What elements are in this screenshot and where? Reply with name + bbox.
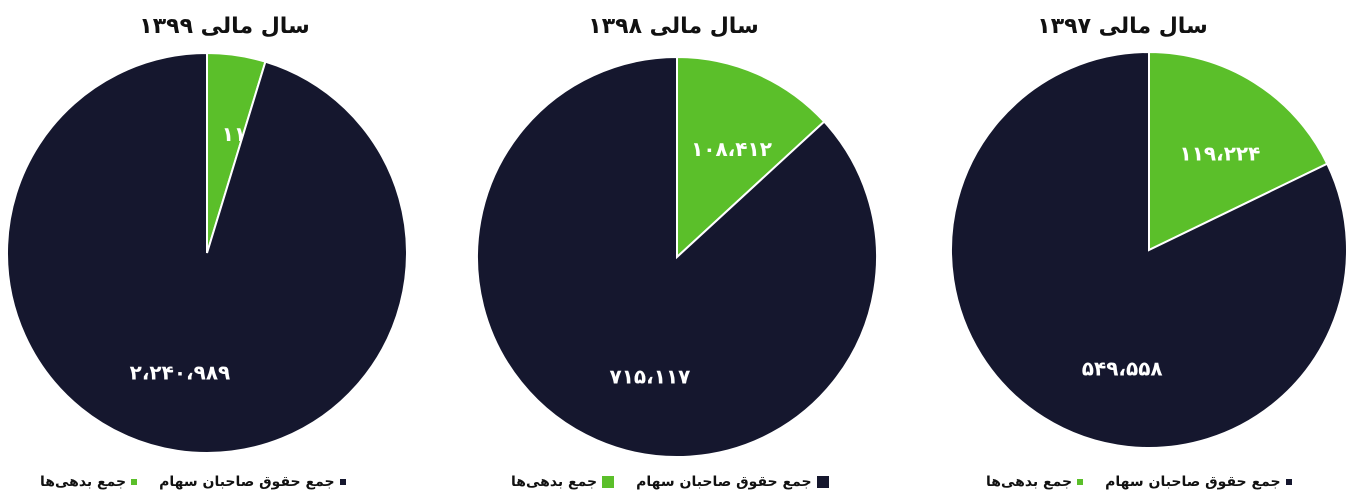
slice-label-equity: ۵۴۹،۵۵۸ [1082, 356, 1163, 380]
legend-item-debt: جمع بدهی‌ها [511, 470, 615, 494]
legend-swatch-debt [602, 476, 615, 488]
slice-label-equity: ۷۱۵،۱۱۷ [610, 365, 691, 389]
pie-chart-1398: سال مالی ۱۳۹۸ ۱۰۸،۴۱۲ ۷۱۵،۱۱۷ جمع حقوق صا… [449, 0, 898, 502]
chart-legend: جمع حقوق صاحبان سهام جمع بدهی‌ها [986, 470, 1292, 494]
slice-label-debt: ۱۰۸،۴۱۲ [691, 137, 772, 161]
chart-title: سال مالی ۱۳۹۸ [588, 14, 759, 39]
legend-swatch-equity [339, 479, 346, 485]
legend-label-debt: جمع بدهی‌ها [40, 474, 127, 490]
legend-item-debt: جمع بدهی‌ها [986, 470, 1084, 494]
pie-slice-equity [950, 50, 1347, 449]
chart-title: سال مالی ۱۳۹۹ [139, 14, 310, 39]
pie-svg: ۱۱۹،۲۲۴ ۵۴۹،۵۵۸ [950, 50, 1347, 449]
chart-legend: جمع حقوق صاحبان سهام جمع بدهی‌ها [511, 470, 829, 494]
legend-swatch-debt [1077, 479, 1084, 485]
legend-item-equity: جمع حقوق صاحبان سهام [1105, 470, 1292, 494]
chart-title: سال مالی ۱۳۹۷ [1037, 14, 1208, 39]
pie-svg: ۱۱۰،۹۱۹۲،۲۴۰،۹۸۹ [6, 51, 408, 454]
pie-slice-equity [476, 55, 878, 458]
pie-chart-1397: سال مالی ۱۳۹۷ ۱۱۹،۲۲۴ ۵۴۹،۵۵۸ جمع حقوق صا… [898, 0, 1347, 502]
legend-label-equity: جمع حقوق صاحبان سهام [159, 474, 335, 490]
slice-label-equity: ۲،۲۴۰،۹۸۹ [130, 361, 231, 385]
legend-label-equity: جمع حقوق صاحبان سهام [1105, 474, 1281, 490]
legend-item-debt: جمع بدهی‌ها [40, 470, 138, 494]
legend-swatch-equity [1285, 479, 1292, 485]
legend-label-debt: جمع بدهی‌ها [986, 474, 1073, 490]
pie-svg: ۱۰۸،۴۱۲ ۷۱۵،۱۱۷ [476, 55, 878, 458]
legend-swatch-debt [131, 479, 138, 485]
pie-chart-1399: سال مالی ۱۳۹۹ ۱۱۰،۹۱۹۲،۲۴۰،۹۸۹ جمع حقوق … [0, 0, 449, 502]
legend-label-debt: جمع بدهی‌ها [511, 474, 598, 490]
pie-slice-debt [676, 55, 826, 260]
legend-item-equity: جمع حقوق صاحبان سهام [159, 470, 346, 494]
slice-label-debt: ۱۱۹،۲۲۴ [1180, 141, 1261, 165]
legend-swatch-equity [816, 476, 829, 488]
legend-label-equity: جمع حقوق صاحبان سهام [636, 474, 812, 490]
legend-item-equity: جمع حقوق صاحبان سهام [636, 470, 829, 494]
pie-slice-equity [6, 51, 408, 454]
chart-legend: جمع حقوق صاحبان سهام جمع بدهی‌ها [40, 470, 346, 494]
pie-slice-debt [1148, 50, 1329, 252]
